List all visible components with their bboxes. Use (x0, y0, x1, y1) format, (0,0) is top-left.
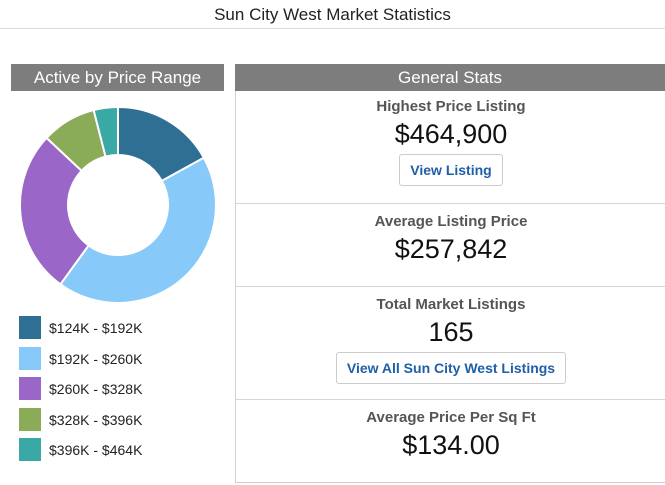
legend-item: $192K - $260K (19, 346, 219, 378)
view-listing-button[interactable]: View Listing (399, 154, 503, 186)
highest-price-stat: Highest Price Listing $464,900 View List… (236, 97, 665, 186)
view-all-listings-button[interactable]: View All Sun City West Listings (335, 352, 567, 384)
donut-slice-2[interactable] (58, 156, 217, 304)
price-range-panel-header: Active by Price Range (11, 64, 224, 91)
average-price-value: $257,842 (394, 234, 508, 264)
legend-label: $124K - $192K (49, 320, 143, 336)
highest-price-label: Highest Price Listing (376, 98, 526, 115)
donut-slice-5[interactable] (92, 105, 119, 158)
legend-swatch (19, 407, 41, 431)
general-stats-panel-header: General Stats (235, 64, 665, 91)
average-price-stat: Average Listing Price $257,842 (236, 212, 665, 266)
price-per-sqft-stat: Average Price Per Sq Ft $134.00 (236, 408, 665, 462)
chart-legend: $124K - $192K $192K - $260K $260K - $328K $… (19, 316, 219, 469)
page-title: Sun City West Market Statistics (214, 5, 451, 24)
stat-divider (236, 286, 665, 287)
stat-divider (236, 399, 665, 400)
total-listings-stat: Total Market Listings 165 View All Sun C… (236, 295, 665, 384)
price-range-donut-chart (19, 105, 217, 304)
stat-divider (236, 203, 665, 204)
legend-item: $124K - $192K (19, 316, 219, 347)
average-price-label: Average Listing Price (374, 213, 528, 230)
legend-swatch (19, 316, 41, 339)
general-stats-panel: Highest Price Listing $464,900 View List… (235, 91, 665, 483)
legend-item: $328K - $396K (19, 407, 219, 439)
legend-swatch (19, 346, 41, 370)
legend-swatch (19, 438, 41, 461)
legend-label: $260K - $328K (49, 381, 143, 397)
legend-item: $396K - $464K (19, 438, 219, 469)
highest-price-value: $464,900 (394, 119, 508, 149)
legend-item: $260K - $328K (19, 377, 219, 408)
legend-label: $396K - $464K (49, 442, 143, 458)
total-listings-label: Total Market Listings (376, 296, 526, 313)
price-per-sqft-value: $134.00 (402, 430, 500, 460)
legend-label: $192K - $260K (49, 350, 143, 367)
donut-slice-3[interactable] (19, 136, 91, 286)
legend-swatch (19, 377, 41, 400)
total-listings-value: 165 (428, 317, 474, 347)
price-per-sqft-label: Average Price Per Sq Ft (366, 409, 536, 426)
legend-label: $328K - $396K (49, 411, 143, 428)
title-divider (0, 28, 665, 29)
